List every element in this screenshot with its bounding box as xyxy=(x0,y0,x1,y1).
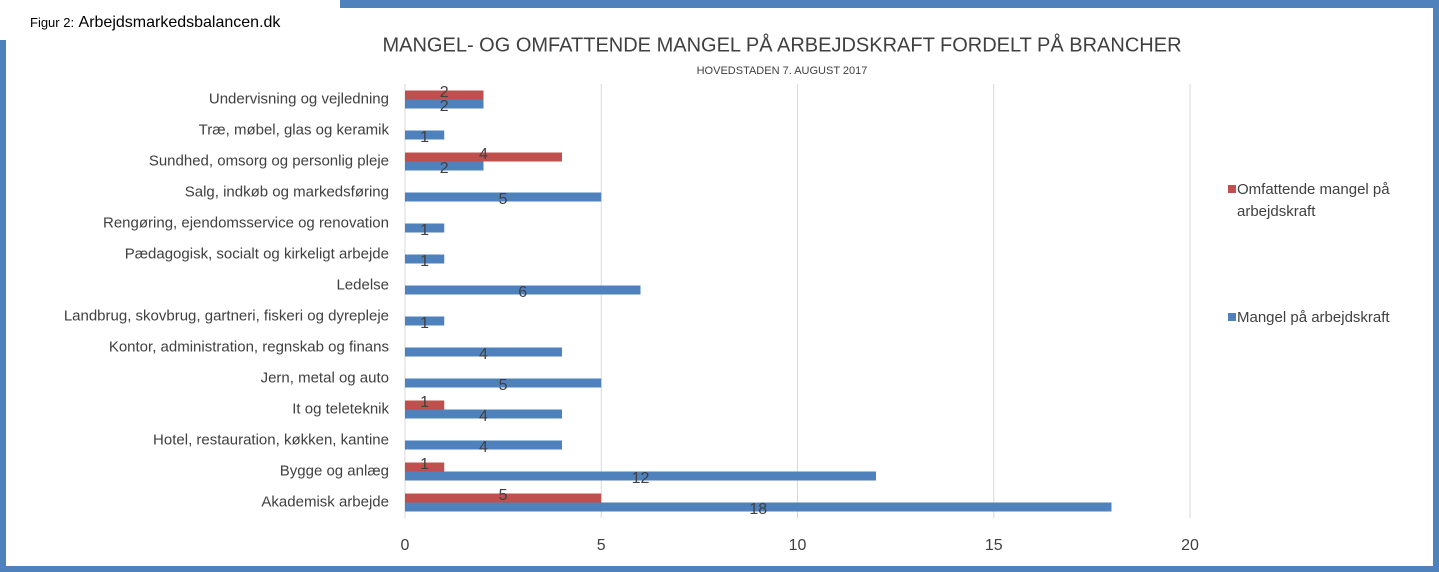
y-tick-label: Ledelse xyxy=(336,276,389,293)
bar xyxy=(405,161,484,171)
legend-label: Mangel på arbejdskraft xyxy=(1237,309,1390,326)
x-tick-label: 20 xyxy=(1181,537,1199,554)
data-label: 5 xyxy=(499,377,508,394)
x-tick-label: 0 xyxy=(401,537,410,554)
bar xyxy=(405,152,562,162)
data-label: 1 xyxy=(420,315,429,332)
figure-source: Arbejdsmarkedsbalancen.dk xyxy=(78,14,281,31)
data-label: 6 xyxy=(518,284,527,301)
data-label: 2 xyxy=(440,98,449,115)
y-tick-label: Sundhed, omsorg og personlig pleje xyxy=(149,152,389,169)
bar xyxy=(405,192,602,202)
bar xyxy=(405,440,562,450)
bar xyxy=(405,378,602,388)
chart-title: MANGEL- OG OMFATTENDE MANGEL PÅ ARBEJDSK… xyxy=(382,33,1181,56)
figure-label: Figur 2: Arbejdsmarkedsbalancen.dk xyxy=(0,0,340,40)
data-label: 1 xyxy=(420,253,429,270)
x-tick-label: 10 xyxy=(789,537,807,554)
y-tick-label: Kontor, administration, regnskab og fina… xyxy=(109,338,389,355)
data-label: 4 xyxy=(479,346,488,363)
x-tick-label: 5 xyxy=(597,537,606,554)
data-label: 1 xyxy=(420,456,429,473)
bar xyxy=(405,285,641,295)
data-label: 1 xyxy=(420,222,429,239)
legend-item: Omfattende mangel på arbejdskraft xyxy=(1228,179,1427,223)
data-label: 4 xyxy=(479,439,488,456)
bar xyxy=(405,471,876,481)
data-label: 1 xyxy=(420,129,429,146)
bar xyxy=(405,99,484,109)
y-tick-label: Træ, møbel, glas og keramik xyxy=(199,121,390,138)
y-tick-label: Bygge og anlæg xyxy=(280,462,389,479)
y-tick-label: Pædagogisk, socialt og kirkeligt arbejde xyxy=(125,245,389,262)
bar xyxy=(405,347,562,357)
legend-swatch xyxy=(1228,313,1236,321)
bar xyxy=(405,316,445,326)
y-tick-label: Rengøring, ejendomsservice og renovation xyxy=(103,214,389,231)
bar xyxy=(405,493,602,503)
y-tick-label: Salg, indkøb og markedsføring xyxy=(185,183,389,200)
legend-swatch xyxy=(1228,185,1236,193)
y-tick-label: Landbrug, skovbrug, gartneri, fiskeri og… xyxy=(64,307,389,324)
data-label: 12 xyxy=(632,470,650,487)
bar xyxy=(405,130,445,140)
legend-label: Omfattende mangel på arbejdskraft xyxy=(1237,181,1390,220)
legend-item: Mangel på arbejdskraft xyxy=(1228,307,1427,329)
bar xyxy=(405,409,562,419)
y-tick-label: Akademisk arbejde xyxy=(261,493,389,510)
bar xyxy=(405,462,445,472)
y-tick-label: Jern, metal og auto xyxy=(261,369,389,386)
data-label: 5 xyxy=(499,487,508,504)
data-label: 2 xyxy=(440,84,449,101)
data-label: 4 xyxy=(479,408,488,425)
bar xyxy=(405,400,445,410)
data-label: 5 xyxy=(499,191,508,208)
data-label: 18 xyxy=(749,501,767,518)
y-tick-label: Hotel, restauration, køkken, kantine xyxy=(153,431,389,448)
y-tick-label: Undervisning og vejledning xyxy=(209,90,389,107)
bar xyxy=(405,502,1112,512)
bar xyxy=(405,254,445,264)
bar xyxy=(405,223,445,233)
data-label: 1 xyxy=(420,394,429,411)
y-tick-label: It og teleteknik xyxy=(292,400,389,417)
data-label: 2 xyxy=(440,160,449,177)
data-label: 4 xyxy=(479,146,488,163)
figure-prefix: Figur 2: xyxy=(30,15,75,30)
chart-subtitle: HOVEDSTADEN 7. AUGUST 2017 xyxy=(697,65,868,77)
x-tick-label: 15 xyxy=(985,537,1003,554)
bar xyxy=(405,90,484,100)
